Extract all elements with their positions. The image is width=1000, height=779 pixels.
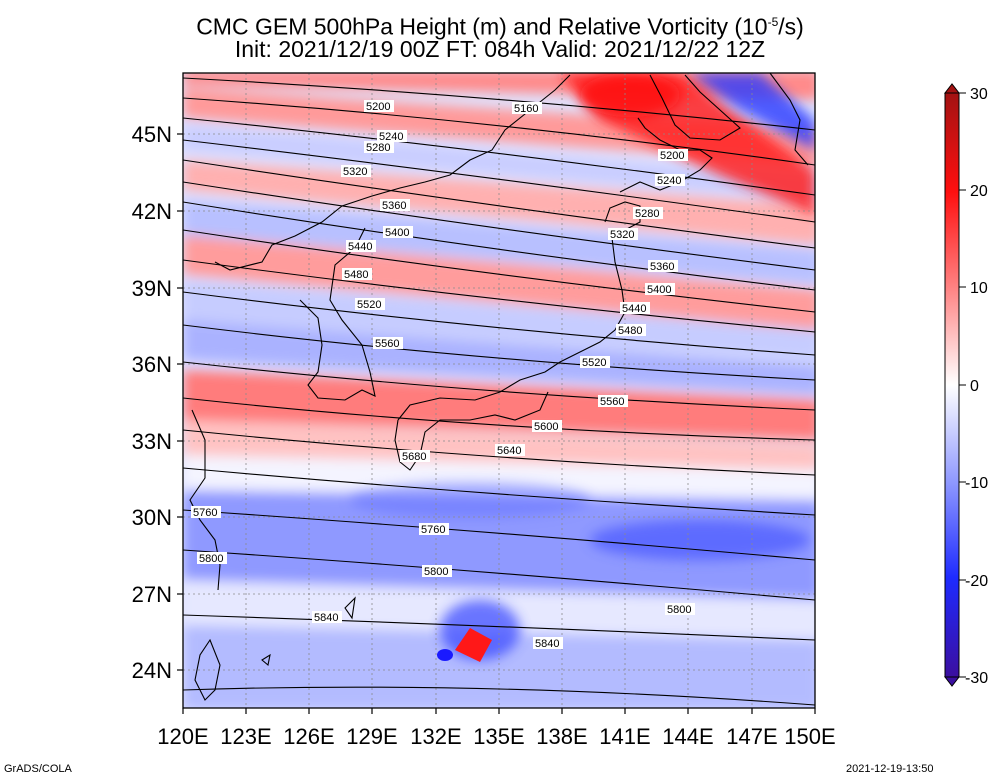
chart-subtitle: Init: 2021/12/19 00Z FT: 084h Valid: 202…	[234, 36, 766, 62]
contour-label: 5240	[379, 131, 403, 143]
contour-label: 5320	[343, 166, 367, 178]
colorbar-max-arrow	[943, 83, 961, 94]
contour-label: 5400	[647, 284, 671, 296]
colorbar-tick-label: 10	[970, 280, 988, 297]
contour-label: 5520	[357, 299, 381, 311]
contour-label: 5480	[618, 325, 642, 337]
lat-label: 42N	[132, 199, 172, 224]
lon-label: 147E	[726, 724, 777, 749]
lat-label: 30N	[132, 505, 172, 530]
lon-label: 138E	[536, 724, 587, 749]
lat-label: 39N	[132, 276, 172, 301]
height-contours	[183, 77, 815, 706]
contour-label: 5400	[385, 227, 409, 239]
footer-timestamp: 2021-12-19-13:50	[846, 763, 934, 775]
lon-label: 129E	[346, 724, 397, 749]
contour-label: 5600	[534, 421, 558, 433]
colorbar-tick-label: -10	[965, 475, 988, 492]
lon-label: 135E	[473, 724, 524, 749]
axis-ticks	[177, 133, 816, 714]
contour-label: 5640	[497, 445, 521, 457]
contour-label: 5840	[314, 612, 338, 624]
contour-label: 5520	[582, 357, 606, 369]
lon-label: 123E	[220, 724, 271, 749]
contour-label: 5800	[667, 604, 691, 616]
contour-label: 5200	[366, 101, 390, 113]
contour-label: 5680	[402, 451, 426, 463]
contour-label: 5200	[660, 150, 684, 162]
lon-axis: 120E 123E 126E 129E 132E 135E 138E 141E …	[157, 724, 835, 749]
lon-label: 132E	[410, 724, 461, 749]
lon-label: 144E	[662, 724, 713, 749]
lon-label: 126E	[283, 724, 334, 749]
contour-label: 5560	[600, 396, 624, 408]
colorbar-tick-label: -20	[965, 573, 988, 590]
contour-label: 5240	[657, 175, 681, 187]
contour-label: 5560	[375, 338, 399, 350]
contour-label: 5360	[382, 200, 406, 212]
vorticity-field	[183, 73, 815, 708]
lat-label: 33N	[132, 429, 172, 454]
contour-labels: 5200 5160 5240 5280 5320 5200 5360 5240 …	[191, 100, 695, 650]
lat-label: 36N	[132, 352, 172, 377]
footer-source: GrADS/COLA	[4, 763, 72, 775]
contour-label: 5360	[650, 261, 674, 273]
contour-label: 5800	[424, 566, 448, 578]
colorbar-tick-label: 30	[970, 86, 988, 103]
contour-label: 5480	[344, 269, 368, 281]
colorbar-scale	[944, 92, 960, 678]
contour-label: 5320	[610, 229, 634, 241]
contour-label: 5840	[535, 638, 559, 650]
contour-label: 5440	[348, 241, 372, 253]
lon-label: 150E	[784, 724, 835, 749]
contour-label: 5280	[635, 208, 659, 220]
colorbar-tick-label: 20	[970, 183, 988, 200]
colorbar-tick-label: -30	[965, 670, 988, 687]
colorbar-min-arrow	[943, 676, 961, 687]
colorbar: 30 20 10 0 -10 -20 -30	[943, 83, 988, 687]
contour-label: 5280	[366, 142, 390, 154]
colorbar-tick-label: 0	[970, 378, 979, 395]
chart-title: CMC GEM 500hPa Height (m) and Relative V…	[196, 13, 804, 40]
lat-label: 27N	[132, 582, 172, 607]
contour-label: 5800	[199, 553, 223, 565]
contour-label: 5760	[421, 524, 445, 536]
lat-label: 45N	[132, 122, 172, 147]
contour-label: 5160	[514, 103, 538, 115]
contour-label: 5440	[622, 303, 646, 315]
lat-label: 24N	[132, 658, 172, 683]
lon-label: 120E	[157, 724, 208, 749]
lon-label: 141E	[599, 724, 650, 749]
lat-axis: 24N 27N 30N 33N 36N 39N 42N 45N	[132, 122, 172, 683]
contour-label: 5760	[193, 507, 217, 519]
